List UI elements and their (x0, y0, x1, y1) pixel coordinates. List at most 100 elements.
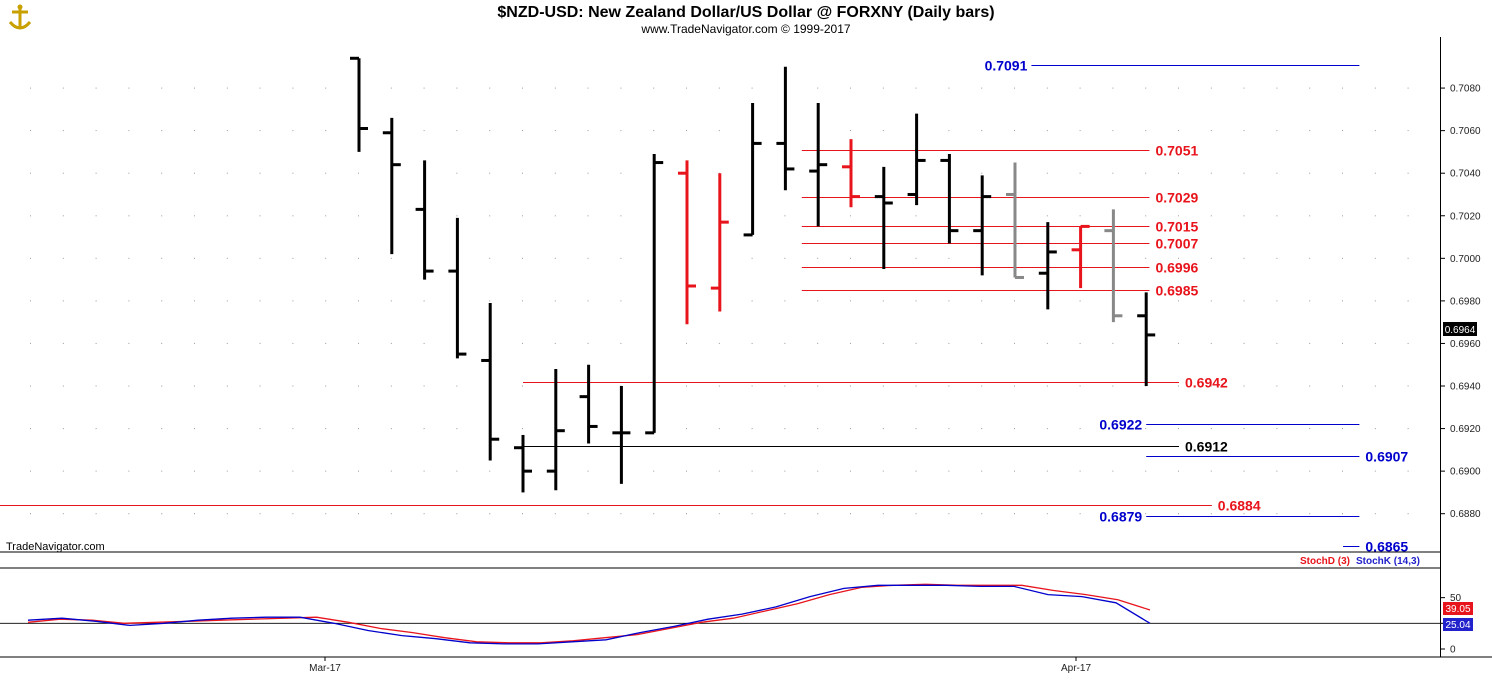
grid-dot (882, 300, 884, 302)
grid-dot (1276, 87, 1278, 89)
grid-dot (259, 87, 261, 89)
grid-dot (620, 130, 622, 132)
grid-dot (1046, 215, 1048, 217)
grid-dot (850, 215, 851, 217)
grid-dot (292, 385, 294, 387)
grid-dot (1079, 300, 1081, 302)
date-axis: Mar-17 Apr-17 (309, 657, 1091, 674)
grid-dot (95, 300, 97, 302)
grid-dot (784, 428, 786, 430)
grid-dot (620, 172, 622, 174)
grid-dot (587, 87, 589, 89)
grid-dot (358, 513, 359, 515)
grid-dot (95, 172, 97, 174)
grid-dot (751, 513, 753, 515)
grid-dot (62, 215, 64, 217)
grid-dot (751, 342, 753, 344)
grid-dot (456, 470, 458, 472)
stoch-value-label: 39.05 (1445, 604, 1470, 615)
grid-dot (948, 130, 950, 132)
grid-dot (587, 215, 589, 217)
grid-dot (1374, 215, 1376, 217)
grid-dot (1145, 470, 1147, 472)
grid-dot (522, 215, 523, 217)
grid-dot (1178, 342, 1179, 344)
grid-dot (587, 470, 589, 472)
grid-dot (1342, 87, 1343, 89)
grid-dot (128, 215, 130, 217)
grid-dot (259, 428, 261, 430)
grid-dot (1407, 513, 1409, 515)
grid-dot (62, 130, 64, 132)
grid-dot (1374, 385, 1376, 387)
grid-dot (1309, 87, 1311, 89)
grid-dot (30, 215, 31, 217)
grid-dot (981, 513, 983, 515)
grid-dot (62, 257, 64, 259)
x-tick-label: Mar-17 (309, 663, 341, 674)
grid-dot (1342, 215, 1343, 217)
y-tick-label: 0.6980 (1450, 296, 1481, 307)
grid-dot (1342, 428, 1343, 430)
grid-dot (1276, 130, 1278, 132)
grid-dot (817, 385, 819, 387)
grid-dot (522, 300, 523, 302)
level-label: 0.6884 (1218, 498, 1261, 514)
x-tick-label: Apr-17 (1061, 663, 1091, 674)
grid-dot (850, 385, 851, 387)
last-price-label: 0.6964 (1445, 325, 1476, 336)
grid-dot (1342, 385, 1343, 387)
grid-dot (554, 130, 556, 132)
grid-dot (784, 342, 786, 344)
level-label: 0.6922 (1099, 417, 1142, 433)
grid-dot (325, 257, 327, 259)
grid-dot (95, 130, 97, 132)
grid-dot (1079, 215, 1081, 217)
grid-dot (1276, 428, 1278, 430)
grid-dot (1210, 300, 1212, 302)
stoch-value-box (1443, 618, 1473, 631)
grid-dot (587, 342, 589, 344)
grid-dot (1374, 172, 1376, 174)
grid-dot (751, 300, 753, 302)
grid-dot (390, 87, 392, 89)
grid-dot (62, 385, 64, 387)
grid-dot (1145, 130, 1147, 132)
grid-dot (259, 130, 261, 132)
grid-dot (456, 130, 458, 132)
grid-dot (423, 87, 425, 89)
grid-dot (226, 87, 228, 89)
grid-dot (718, 470, 720, 472)
grid-dot (981, 470, 983, 472)
grid-dot (128, 342, 130, 344)
grid-dot (194, 385, 195, 387)
grid-dot (1145, 257, 1147, 259)
last-price-box (1443, 322, 1477, 336)
grid-dot (1079, 342, 1081, 344)
grid-dot (489, 215, 491, 217)
stochk-legend: StochK (14,3) (1356, 556, 1420, 567)
grid-dot (1079, 130, 1081, 132)
grid-dot (554, 172, 556, 174)
grid-dot (423, 428, 425, 430)
grid-dot (1243, 300, 1245, 302)
grid-dot (30, 513, 31, 515)
grid-dot (1243, 172, 1245, 174)
grid-dot (358, 385, 359, 387)
grid-dot (1309, 172, 1311, 174)
grid-dot (259, 257, 261, 259)
grid-dot (325, 87, 327, 89)
grid-dot (1309, 513, 1311, 515)
grid-dot (161, 385, 163, 387)
grid-dot (1342, 342, 1343, 344)
grid-dot (423, 300, 425, 302)
anchor-logo-icon (8, 4, 32, 30)
grid-dot (981, 87, 983, 89)
grid-dot (1243, 385, 1245, 387)
grid-dot (1014, 87, 1015, 89)
grid-dot (358, 257, 359, 259)
price-axis: 0.7080 0.7060 0.7040 0.7020 0.7000 0.6980 0.69… (1440, 84, 1481, 520)
grid-dot (259, 385, 261, 387)
grid-dot (95, 513, 97, 515)
grid-dot (587, 130, 589, 132)
